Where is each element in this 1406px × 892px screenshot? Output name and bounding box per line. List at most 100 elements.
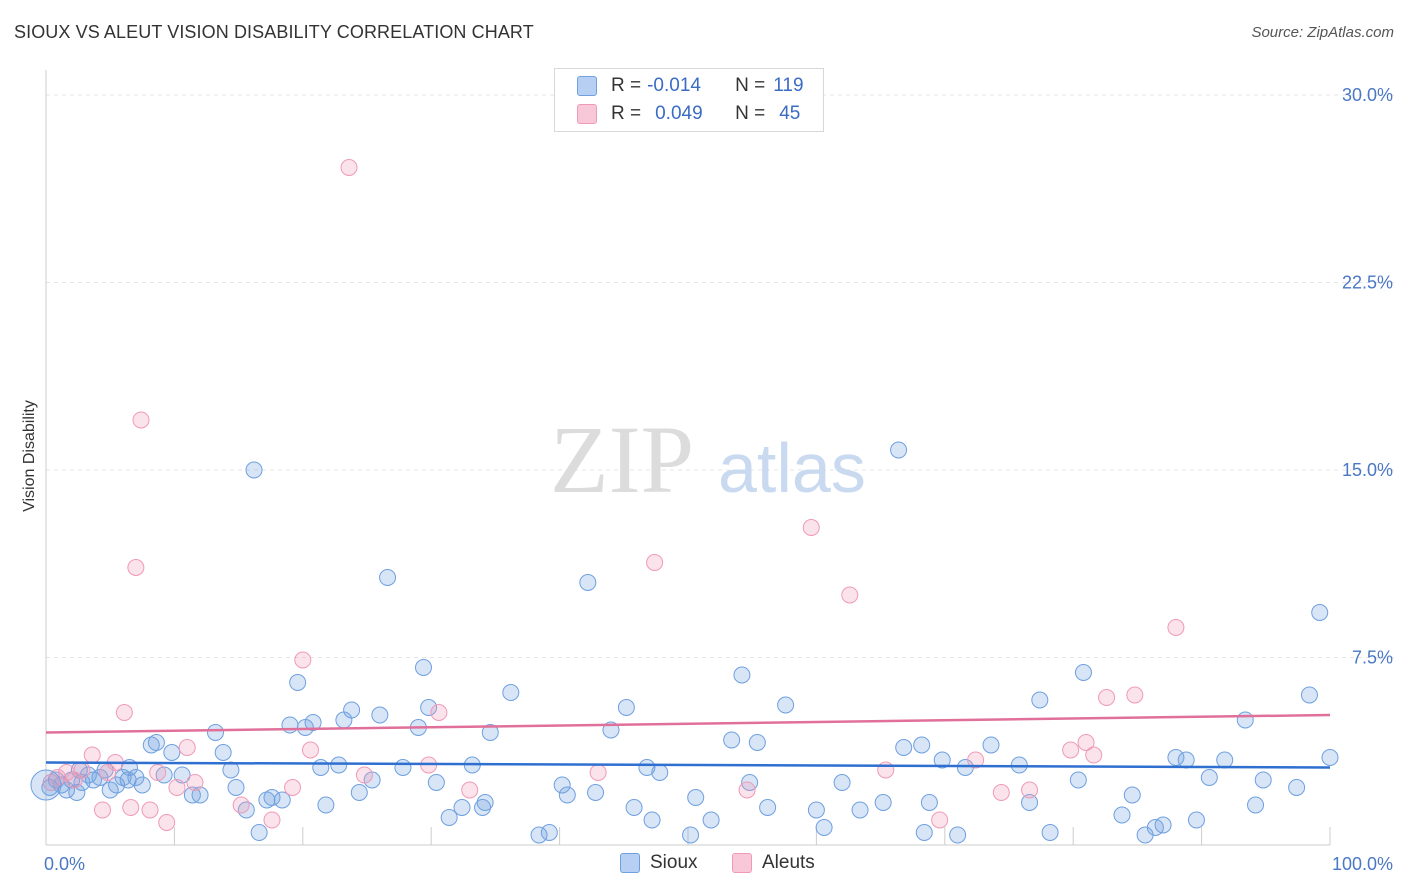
sioux-point (343, 701, 361, 719)
aleuts-point (263, 811, 281, 829)
aleuts-point (115, 704, 133, 721)
sioux-point (427, 774, 445, 791)
aleuts-point (232, 796, 250, 814)
aleuts-point (93, 801, 111, 819)
aleuts-point (149, 764, 167, 781)
sioux-point (558, 786, 576, 804)
sioux-point (748, 734, 766, 751)
correlation-legend: R = -0.014 N = 119 R = 0.049 N = 45 (554, 68, 824, 132)
gridlines (46, 94, 1394, 658)
aleuts-point (1167, 619, 1185, 636)
data-points (30, 159, 1339, 844)
aleuts-point (1098, 689, 1116, 706)
watermark: ZIP atlas (550, 406, 866, 513)
sioux-point (1154, 816, 1172, 834)
sioux-point (119, 771, 137, 789)
sioux-point (1069, 771, 1087, 789)
legend-r-value: -0.014 (647, 75, 701, 96)
aleuts-point (931, 811, 949, 829)
sioux-point (915, 824, 933, 841)
sioux-point (481, 724, 499, 741)
aleuts-point (992, 784, 1010, 801)
aleuts-point (1126, 686, 1144, 704)
sioux-point (1321, 749, 1339, 766)
aleuts-point (294, 651, 312, 669)
sioux-point (833, 774, 851, 791)
legend-n-label: N = (735, 103, 766, 124)
sioux-point (687, 789, 705, 806)
aleuts-point (430, 704, 448, 721)
sioux-point (702, 811, 720, 829)
sioux-point (250, 824, 268, 841)
aleuts-point (1062, 741, 1080, 759)
sioux-point (733, 666, 751, 684)
axes (45, 70, 1331, 846)
sioux-trend-line (45, 761, 1331, 769)
sioux-point (1177, 751, 1195, 769)
trend-lines (45, 713, 1331, 769)
sioux-point (1236, 711, 1254, 729)
sioux-point (191, 786, 209, 804)
sioux-point (895, 739, 913, 756)
aleuts-point (141, 801, 159, 819)
sioux-point (245, 461, 263, 479)
y-axis-title: Vision Disability (21, 400, 38, 512)
aleuts-point (877, 761, 895, 779)
sioux-point (1288, 779, 1306, 796)
aleuts-point (1021, 781, 1039, 799)
aleuts-point (841, 586, 859, 604)
sioux-point (638, 759, 656, 776)
watermark-atlas: atlas (718, 429, 866, 507)
sioux-point (949, 826, 967, 844)
bottom-legend-sioux: Sioux (620, 852, 698, 874)
aleuts-point (284, 779, 302, 796)
sioux-point (476, 794, 494, 811)
aleuts-point (355, 766, 373, 784)
sioux-point (1010, 756, 1028, 774)
legend-n-value: 119 (773, 75, 804, 96)
aleuts-point (302, 741, 320, 759)
sioux-point (68, 784, 86, 801)
sioux-point-large (30, 769, 62, 801)
legend-n-value: 45 (779, 103, 801, 124)
sioux-point (214, 744, 232, 761)
sioux-point (414, 659, 432, 676)
aleuts-point (73, 761, 91, 779)
sioux-point (682, 826, 700, 844)
sioux-point (394, 759, 412, 776)
y-tick-label: 30.0% (1342, 85, 1393, 105)
y-tick-label: 7.5% (1352, 648, 1393, 668)
sioux-point (651, 764, 669, 781)
sioux-point (281, 716, 299, 734)
aleuts-point (83, 746, 101, 764)
sioux-point (617, 699, 635, 716)
sioux-point (890, 441, 908, 459)
x-tick-label: 100.0% (1332, 854, 1393, 874)
aleuts-point (158, 814, 176, 831)
sioux-point (540, 824, 558, 841)
aleuts-point (132, 411, 150, 429)
aleuts-point (1077, 734, 1095, 751)
sioux-point (1074, 664, 1092, 681)
legend-r-label: R = (611, 103, 642, 124)
sioux-point (237, 801, 255, 819)
sioux-point (474, 799, 492, 816)
aleuts-trend-line (45, 713, 1331, 734)
sioux-point (1021, 794, 1039, 811)
sioux-point (1200, 769, 1218, 786)
sioux-point (777, 696, 795, 714)
aleuts-point (589, 764, 607, 781)
source-label: Source: ZipAtlas.com (1251, 24, 1394, 41)
sioux-point (530, 826, 548, 844)
sioux-point (420, 699, 438, 716)
sioux-swatch (620, 853, 640, 873)
aleuts-point (178, 739, 196, 756)
sioux-point (1311, 604, 1329, 621)
aleuts-point (1085, 746, 1103, 764)
x-tick-label: 0.0% (44, 854, 85, 874)
aleuts-point (186, 774, 204, 791)
aleuts-point (738, 781, 756, 799)
sioux-point (1167, 749, 1185, 766)
legend-row-aleuts: R = 0.049 N = 45 (577, 101, 800, 127)
sioux-point (330, 756, 348, 774)
